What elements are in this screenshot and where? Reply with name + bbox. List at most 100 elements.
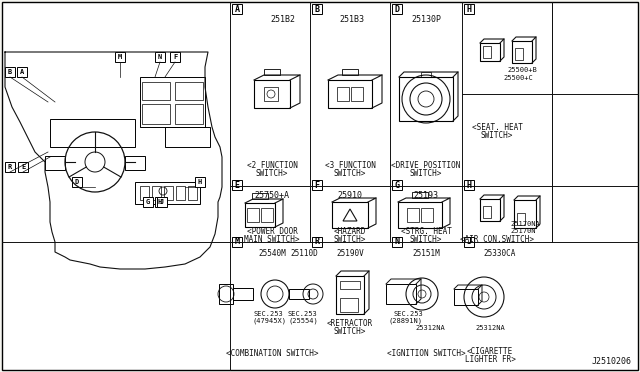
Text: <COMBINATION SWITCH>: <COMBINATION SWITCH> — [226, 350, 318, 359]
Text: 25330CA: 25330CA — [484, 248, 516, 257]
Bar — [386, 284, 416, 304]
Bar — [142, 104, 170, 124]
Text: J: J — [160, 199, 164, 205]
Bar — [512, 41, 532, 63]
Text: B: B — [314, 4, 319, 13]
Text: 25130P: 25130P — [411, 16, 441, 25]
Text: M: M — [118, 54, 122, 60]
Bar — [517, 213, 525, 225]
Bar — [143, 197, 153, 207]
Bar — [245, 203, 275, 227]
Bar — [175, 82, 203, 100]
Text: G: G — [394, 180, 399, 189]
Bar — [412, 192, 428, 198]
Text: H: H — [158, 199, 162, 205]
Text: 25910: 25910 — [337, 190, 362, 199]
Bar — [337, 87, 349, 101]
Text: D: D — [75, 179, 79, 185]
Bar — [232, 180, 242, 190]
Text: SEC.253: SEC.253 — [393, 311, 423, 317]
Bar — [152, 186, 161, 200]
Bar — [421, 208, 433, 222]
Text: SWITCH>: SWITCH> — [334, 327, 366, 337]
Text: SEC.253: SEC.253 — [288, 311, 317, 317]
Bar — [264, 87, 278, 101]
Bar — [125, 156, 145, 170]
Text: 25170N: 25170N — [510, 228, 536, 234]
Text: SWITCH>: SWITCH> — [410, 234, 442, 244]
Text: <2 FUNCTION: <2 FUNCTION — [246, 161, 298, 170]
Bar — [142, 82, 170, 100]
Text: 25170NA: 25170NA — [510, 221, 540, 227]
Text: SWITCH>: SWITCH> — [410, 170, 442, 179]
Text: <3 FUNCTION: <3 FUNCTION — [324, 161, 376, 170]
Bar — [289, 289, 309, 299]
Bar — [514, 200, 536, 228]
Bar — [176, 186, 185, 200]
Bar — [45, 156, 65, 170]
Bar — [392, 180, 402, 190]
Text: <IGNITION SWITCH>: <IGNITION SWITCH> — [387, 350, 465, 359]
Bar — [464, 180, 474, 190]
Text: <POWER DOOR: <POWER DOOR — [246, 227, 298, 235]
Bar — [140, 77, 205, 127]
Text: 25312NA: 25312NA — [475, 325, 505, 331]
Text: <AIR CON.SWITCH>: <AIR CON.SWITCH> — [460, 234, 534, 244]
Bar — [312, 4, 322, 14]
Bar — [336, 276, 364, 314]
Bar — [483, 206, 491, 218]
Bar — [351, 87, 363, 101]
Bar — [17, 67, 27, 77]
Bar — [247, 208, 259, 222]
Bar — [332, 202, 368, 228]
Text: J2510206: J2510206 — [592, 357, 632, 366]
Bar — [515, 48, 523, 60]
Bar — [157, 197, 167, 207]
Text: F: F — [173, 54, 177, 60]
Bar — [398, 202, 442, 228]
Bar — [5, 162, 15, 172]
Text: <CIGARETTE: <CIGARETTE — [467, 347, 513, 356]
Text: A: A — [20, 69, 24, 75]
Bar — [407, 208, 419, 222]
Bar — [164, 186, 173, 200]
Text: 25312NA: 25312NA — [415, 325, 445, 331]
Text: J: J — [467, 237, 472, 247]
Bar — [50, 119, 135, 147]
Text: 251B3: 251B3 — [339, 16, 365, 25]
Bar — [392, 4, 402, 14]
Text: SWITCH>: SWITCH> — [334, 170, 366, 179]
Text: SWITCH>: SWITCH> — [481, 131, 513, 140]
Text: SWITCH>: SWITCH> — [334, 234, 366, 244]
Bar — [421, 72, 431, 77]
Text: B: B — [8, 69, 12, 75]
Bar — [5, 67, 15, 77]
Bar — [115, 52, 125, 62]
Text: 25540M: 25540M — [258, 248, 285, 257]
Bar — [264, 69, 280, 75]
Bar — [233, 288, 253, 300]
Text: SWITCH>: SWITCH> — [256, 170, 288, 179]
Text: F: F — [314, 180, 319, 189]
Text: N: N — [394, 237, 399, 247]
Bar — [232, 237, 242, 247]
Text: G: G — [146, 199, 150, 205]
Text: 25190V: 25190V — [336, 248, 364, 257]
Bar — [72, 177, 82, 187]
Text: <HAZARD: <HAZARD — [334, 227, 366, 235]
Bar — [483, 46, 491, 58]
Text: <SEAT. HEAT: <SEAT. HEAT — [472, 122, 522, 131]
Text: H: H — [198, 179, 202, 185]
Bar — [140, 186, 149, 200]
Text: 25500+B: 25500+B — [507, 67, 537, 73]
Text: <RETRACTOR: <RETRACTOR — [327, 320, 373, 328]
Bar — [328, 80, 372, 108]
Bar — [399, 77, 453, 121]
Bar — [195, 177, 205, 187]
Bar — [170, 52, 180, 62]
Text: H: H — [467, 180, 472, 189]
Polygon shape — [5, 52, 222, 269]
Text: 251B2: 251B2 — [271, 16, 296, 25]
Text: 25110D: 25110D — [290, 248, 317, 257]
Text: E: E — [234, 180, 239, 189]
